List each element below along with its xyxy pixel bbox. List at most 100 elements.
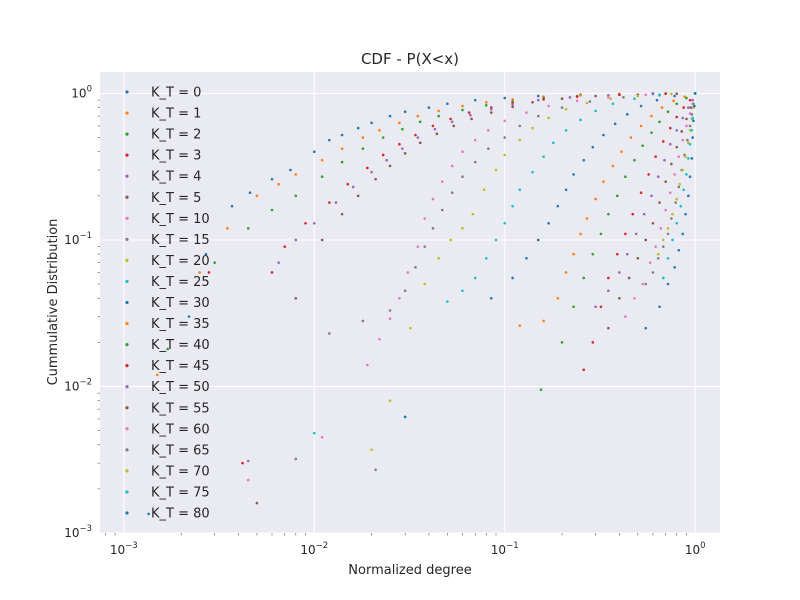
data-point (685, 117, 688, 121)
data-point (607, 289, 610, 293)
data-point (398, 142, 401, 146)
data-point (639, 104, 643, 108)
data-point (666, 282, 670, 286)
data-point (356, 126, 360, 130)
data-point (547, 221, 550, 225)
data-point (611, 164, 615, 168)
data-point (511, 276, 514, 280)
data-point (294, 194, 298, 198)
data-point (246, 478, 250, 482)
data-point (388, 114, 392, 118)
data-point (651, 221, 655, 225)
data-point (328, 201, 331, 204)
data-point (644, 93, 648, 96)
data-point (572, 252, 575, 256)
data-point (673, 173, 676, 176)
data-point (334, 201, 338, 204)
series-points (582, 92, 697, 372)
data-point (636, 256, 640, 260)
data-point (686, 106, 690, 109)
data-point (542, 98, 545, 101)
data-point (692, 119, 695, 123)
series-points (255, 92, 697, 505)
data-point (675, 197, 679, 201)
data-point (591, 252, 595, 256)
data-point (656, 175, 660, 179)
data-point (594, 305, 597, 309)
data-point (270, 208, 274, 212)
data-point (547, 116, 550, 120)
legend-label: K_T = 10 (151, 212, 210, 227)
data-point (283, 245, 287, 248)
data-point (613, 122, 617, 126)
data-point (688, 124, 692, 128)
data-point (692, 102, 695, 106)
data-point (693, 92, 697, 95)
data-point (437, 109, 440, 113)
series-points (246, 92, 697, 482)
data-point (450, 164, 454, 168)
data-point (585, 101, 589, 105)
data-point (615, 252, 619, 256)
y-tick-label: 10−3 (64, 524, 92, 540)
data-point (686, 141, 690, 145)
legend-label: K_T = 0 (151, 86, 201, 101)
data-point (518, 124, 522, 128)
data-point (674, 201, 677, 204)
data-point (403, 289, 407, 293)
data-point (361, 136, 365, 139)
data-point (484, 256, 488, 260)
data-point (401, 127, 404, 131)
data-point (575, 95, 579, 98)
data-point (650, 114, 653, 118)
data-point (370, 448, 373, 452)
data-point (503, 221, 507, 225)
legend-label: K_T = 30 (151, 296, 210, 311)
data-point (690, 129, 694, 132)
data-point (489, 296, 493, 300)
data-point (552, 141, 555, 145)
legend-marker (125, 385, 129, 389)
series-points (294, 92, 697, 472)
data-point (370, 121, 373, 125)
data-point (602, 133, 605, 137)
data-point (666, 227, 670, 230)
data-point (572, 305, 575, 309)
data-point (423, 282, 426, 286)
data-point (198, 271, 201, 274)
data-point (683, 95, 686, 98)
data-point (270, 271, 274, 274)
data-point (682, 106, 685, 109)
data-point (340, 133, 344, 137)
data-point (629, 136, 633, 139)
data-point (579, 118, 582, 122)
data-point (388, 317, 392, 321)
data-point (615, 194, 619, 198)
data-point (560, 97, 564, 101)
data-point (650, 131, 653, 134)
data-point (378, 129, 381, 132)
data-point (675, 115, 679, 119)
data-point (693, 104, 696, 108)
y-axis-label: Cummulative Distribution (46, 219, 61, 386)
data-point (351, 185, 355, 189)
data-point (656, 252, 660, 256)
data-point (618, 93, 621, 96)
data-point (494, 168, 498, 172)
legend-label: K_T = 35 (151, 317, 210, 332)
data-point (634, 232, 638, 236)
data-point (686, 194, 690, 198)
data-point (536, 114, 540, 118)
data-point (374, 177, 377, 181)
data-point (484, 100, 488, 104)
data-point (685, 124, 688, 128)
data-point (599, 232, 603, 236)
legend-marker (125, 343, 129, 347)
data-point (568, 96, 572, 99)
data-point (204, 252, 208, 256)
data-point (536, 94, 540, 98)
legend-marker (125, 195, 129, 199)
data-point (671, 212, 674, 216)
data-point (658, 305, 661, 309)
data-point (403, 110, 407, 114)
